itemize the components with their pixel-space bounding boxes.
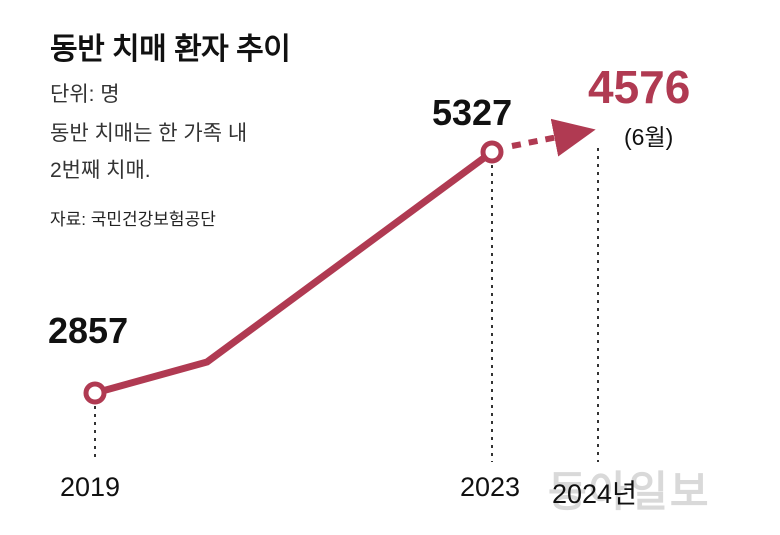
x-axis-label-2023: 2023 <box>460 472 521 502</box>
trend-line-solid <box>91 148 496 397</box>
source-label: 자료: 국민건강보험공단 <box>50 210 216 229</box>
note-line-2: 2번째 치매. <box>50 159 151 182</box>
value-sublabel-2024: (6월) <box>624 124 674 150</box>
projection-arrow <box>511 118 596 157</box>
x-axis-label-2019: 2019 <box>60 472 121 502</box>
value-label-2019: 2857 <box>48 310 129 351</box>
note-line-1: 동반 치매는 한 가족 내 <box>50 122 248 145</box>
marker-2019 <box>83 381 107 405</box>
x-axis-label-2024: 2024년 <box>552 479 637 509</box>
value-label-2024: 4576 <box>588 61 691 113</box>
guide-lines <box>94 148 599 462</box>
marker-2023 <box>480 140 504 164</box>
value-label-2023: 5327 <box>432 92 513 133</box>
watermark: 동아일보 <box>548 468 711 515</box>
chart-title: 동반 치매 환자 추이 <box>50 33 291 66</box>
unit-label: 단위: 명 <box>50 83 120 106</box>
